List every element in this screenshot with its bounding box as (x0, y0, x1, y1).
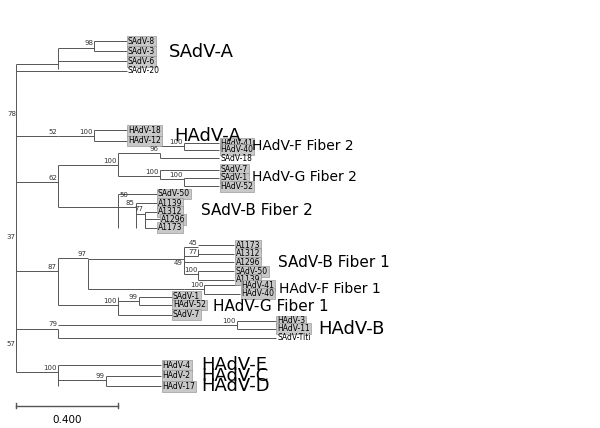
Text: 79: 79 (48, 321, 57, 327)
Text: 100: 100 (103, 298, 116, 304)
Text: SAdV-18: SAdV-18 (221, 154, 253, 163)
Text: 37: 37 (6, 234, 15, 240)
Text: 100: 100 (190, 282, 203, 288)
Text: HAdV-52: HAdV-52 (221, 182, 253, 191)
Text: SAdV-50: SAdV-50 (158, 190, 190, 199)
Text: SAdV-A: SAdV-A (169, 43, 233, 61)
Text: SAdV-6: SAdV-6 (128, 56, 155, 65)
Text: 62: 62 (48, 175, 57, 181)
Text: HAdV-11: HAdV-11 (277, 324, 310, 333)
Text: HAdV-A: HAdV-A (175, 127, 241, 145)
Text: A1139: A1139 (235, 275, 260, 284)
Text: A1296: A1296 (161, 215, 185, 224)
Text: 77: 77 (188, 249, 197, 255)
Text: 49: 49 (173, 260, 182, 266)
Text: 100: 100 (169, 139, 182, 145)
Text: 87: 87 (48, 264, 57, 270)
Text: HAdV-52: HAdV-52 (173, 300, 206, 309)
Text: HAdV-4: HAdV-4 (163, 361, 191, 370)
Text: HAdV-2: HAdV-2 (163, 371, 191, 380)
Text: 100: 100 (43, 365, 57, 371)
Text: HAdV-G Fiber 1: HAdV-G Fiber 1 (214, 299, 329, 314)
Text: SAdV-1: SAdV-1 (173, 292, 200, 301)
Text: 100: 100 (184, 267, 197, 273)
Text: 57: 57 (6, 341, 15, 347)
Text: 100: 100 (145, 169, 158, 175)
Text: HAdV-12: HAdV-12 (128, 137, 161, 146)
Text: SAdV-B Fiber 2: SAdV-B Fiber 2 (202, 203, 313, 218)
Text: A1296: A1296 (235, 258, 260, 267)
Text: 100: 100 (169, 172, 182, 178)
Text: 45: 45 (188, 240, 197, 246)
Text: HAdV-C: HAdV-C (202, 367, 269, 385)
Text: SAdV-8: SAdV-8 (128, 37, 155, 46)
Text: 96: 96 (149, 146, 158, 152)
Text: HAdV-D: HAdV-D (202, 377, 270, 395)
Text: 85: 85 (125, 200, 134, 206)
Text: 50: 50 (120, 192, 128, 198)
Text: 99: 99 (96, 372, 105, 379)
Text: HAdV-40: HAdV-40 (221, 146, 254, 155)
Text: HAdV-B: HAdV-B (318, 320, 384, 338)
Text: SAdV-1: SAdV-1 (221, 173, 248, 182)
Text: HAdV-41: HAdV-41 (241, 281, 274, 290)
Text: A1173: A1173 (235, 241, 260, 250)
Text: 97: 97 (78, 251, 87, 257)
Text: A1139: A1139 (158, 199, 182, 208)
Text: A1173: A1173 (158, 223, 182, 232)
Text: 98: 98 (85, 40, 94, 46)
Text: 77: 77 (134, 206, 143, 212)
Text: 52: 52 (48, 129, 57, 135)
Text: SAdV-B Fiber 1: SAdV-B Fiber 1 (278, 255, 389, 270)
Text: 100: 100 (223, 318, 236, 324)
Text: HAdV-3: HAdV-3 (277, 316, 305, 325)
Text: 100: 100 (79, 129, 93, 135)
Text: A1312: A1312 (158, 207, 182, 216)
Text: HAdV-F Fiber 2: HAdV-F Fiber 2 (252, 140, 354, 154)
Text: A1312: A1312 (235, 249, 260, 258)
Text: HAdV-17: HAdV-17 (163, 382, 196, 391)
Text: HAdV-40: HAdV-40 (241, 289, 274, 298)
Text: HAdV-G Fiber 2: HAdV-G Fiber 2 (252, 170, 357, 184)
Text: HAdV-18: HAdV-18 (128, 126, 161, 135)
Text: 99: 99 (128, 294, 137, 300)
Text: SAdV-Titi: SAdV-Titi (277, 333, 311, 342)
Text: SAdV-7: SAdV-7 (221, 165, 248, 174)
Text: 78: 78 (7, 111, 16, 117)
Text: SAdV-7: SAdV-7 (173, 310, 200, 319)
Text: SAdV-50: SAdV-50 (235, 267, 268, 276)
Text: HAdV-E: HAdV-E (202, 356, 268, 374)
Text: 0.400: 0.400 (52, 415, 82, 425)
Text: SAdV-3: SAdV-3 (128, 47, 155, 56)
Text: SAdV-20: SAdV-20 (128, 66, 160, 75)
Text: HAdV-41: HAdV-41 (221, 139, 253, 148)
Text: HAdV-F Fiber 1: HAdV-F Fiber 1 (279, 282, 381, 297)
Text: 100: 100 (103, 158, 116, 164)
